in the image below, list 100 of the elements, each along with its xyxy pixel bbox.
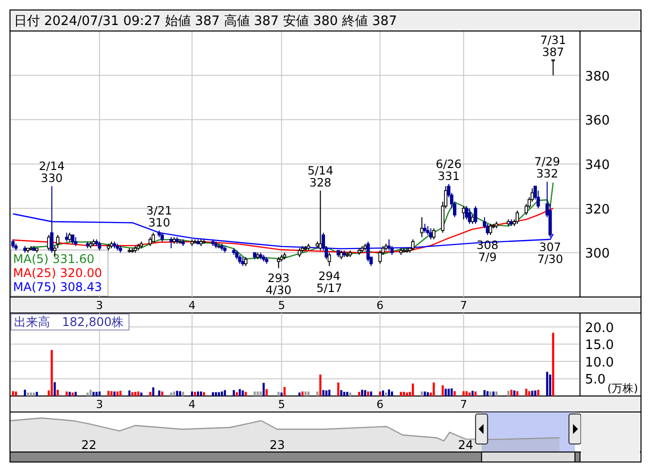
x-tick-label: 5 xyxy=(278,398,286,411)
bar xyxy=(224,390,226,396)
bar xyxy=(525,388,528,396)
bar xyxy=(298,392,301,396)
bar xyxy=(110,391,113,396)
y-tick-label: 15.0 xyxy=(585,338,614,354)
bar xyxy=(489,392,492,396)
bar xyxy=(68,392,71,396)
x-tick-label: 24 xyxy=(458,438,474,452)
x-tick-label: 7 xyxy=(460,299,468,312)
bar xyxy=(74,392,77,396)
bar xyxy=(367,392,370,396)
bar xyxy=(328,390,330,396)
bar xyxy=(284,387,286,396)
x-tick-label: 4 xyxy=(188,299,196,312)
bar xyxy=(131,392,134,396)
bar xyxy=(152,387,154,396)
candlestick xyxy=(536,190,540,209)
bar xyxy=(12,391,14,396)
bar xyxy=(406,392,408,396)
annotation: 7/31 387 xyxy=(540,32,566,59)
candlestick xyxy=(432,228,436,240)
bar xyxy=(388,389,390,396)
bar xyxy=(454,391,456,396)
bar xyxy=(50,350,53,396)
bar xyxy=(196,392,200,396)
bar xyxy=(161,392,164,396)
bar xyxy=(220,392,223,396)
bar xyxy=(214,392,217,396)
bar xyxy=(182,392,184,396)
bar xyxy=(158,390,160,396)
bar xyxy=(266,389,268,396)
x-tick-label: 4 xyxy=(188,398,196,411)
bar xyxy=(96,392,98,396)
bar xyxy=(450,388,453,396)
bar xyxy=(448,388,450,396)
candlestick xyxy=(387,238,391,251)
y-tick-label: 5.0 xyxy=(585,372,606,388)
bar xyxy=(466,391,468,396)
bar xyxy=(364,390,366,396)
bar xyxy=(492,392,494,396)
bar xyxy=(337,382,340,396)
candlestick xyxy=(468,208,472,224)
bar xyxy=(140,392,142,396)
y-tick-label: 380 xyxy=(585,69,610,84)
y-tick-label: 320 xyxy=(585,202,610,218)
bar xyxy=(173,392,176,396)
candlestick xyxy=(516,210,519,224)
bar xyxy=(444,388,447,396)
bar xyxy=(176,390,178,396)
chart-title: 出来高 182,800株 xyxy=(14,315,124,329)
bar xyxy=(346,392,348,396)
bar xyxy=(319,374,322,396)
x-tick-label: 3 xyxy=(96,299,104,312)
bar xyxy=(507,390,510,396)
bar xyxy=(128,390,130,396)
bar xyxy=(202,392,206,396)
bar xyxy=(307,392,310,396)
candlestick xyxy=(169,236,173,249)
bar xyxy=(190,392,194,396)
bar xyxy=(349,392,352,396)
series-label: MA(5) 331.60 xyxy=(13,252,94,266)
y-tick-label: 360 xyxy=(585,114,610,129)
bar xyxy=(442,385,444,396)
text: MA(75) 308.43 xyxy=(13,280,102,294)
bar xyxy=(534,390,536,396)
bar xyxy=(194,392,196,396)
candlestick xyxy=(420,216,424,238)
bar xyxy=(384,392,388,396)
bar xyxy=(149,392,152,396)
bar xyxy=(486,391,489,396)
bar xyxy=(92,392,95,396)
y-tick-label: 20.0 xyxy=(585,320,614,336)
bar xyxy=(402,392,405,396)
bar xyxy=(260,392,262,396)
bar xyxy=(200,392,202,396)
bar xyxy=(412,384,414,396)
x-tick-label: 23 xyxy=(270,438,285,452)
bar xyxy=(232,390,235,396)
bar xyxy=(322,390,324,396)
bar xyxy=(379,392,382,396)
x-tick-label: 7 xyxy=(460,398,468,411)
candlestick xyxy=(462,206,466,220)
candlestick xyxy=(50,186,54,254)
bar xyxy=(72,392,74,396)
bar xyxy=(528,391,530,396)
bar xyxy=(495,392,498,396)
bar xyxy=(66,392,68,396)
candlestick xyxy=(378,250,382,264)
bar xyxy=(301,392,304,396)
bar xyxy=(316,392,318,396)
bar xyxy=(218,392,220,396)
annotation: 2/14 330 xyxy=(38,159,65,186)
bar xyxy=(472,390,474,396)
bar xyxy=(36,392,38,396)
candlestick xyxy=(488,223,492,236)
bar xyxy=(426,392,429,396)
bar xyxy=(116,392,118,396)
series-label: MA(25) 320.00 xyxy=(13,266,102,280)
bar xyxy=(26,392,29,396)
